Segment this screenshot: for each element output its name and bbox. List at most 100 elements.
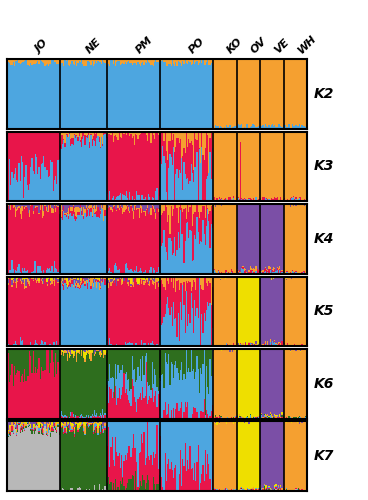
Bar	[100, 423, 101, 426]
Bar	[37, 266, 39, 274]
Bar	[105, 279, 106, 285]
Bar	[145, 488, 146, 491]
Bar	[279, 276, 280, 278]
Bar	[128, 422, 129, 446]
Bar	[197, 59, 198, 60]
Bar	[224, 200, 225, 201]
Bar	[245, 345, 246, 346]
Bar	[268, 266, 269, 270]
Bar	[89, 422, 90, 424]
Bar	[66, 432, 67, 433]
Bar	[159, 474, 160, 491]
Bar	[84, 278, 86, 281]
Bar	[195, 408, 197, 418]
Bar	[66, 213, 67, 216]
Bar	[39, 434, 40, 491]
Bar	[286, 271, 287, 272]
Bar	[294, 59, 296, 126]
Bar	[268, 422, 269, 486]
Bar	[112, 276, 113, 279]
Bar	[89, 206, 90, 209]
Bar	[30, 167, 31, 201]
Bar	[226, 424, 227, 488]
Bar	[59, 59, 60, 62]
Bar	[294, 344, 296, 345]
Bar	[69, 59, 70, 66]
Bar	[62, 134, 63, 144]
Bar	[43, 433, 45, 434]
Bar	[274, 198, 275, 200]
Bar	[292, 271, 293, 274]
Bar	[159, 64, 160, 128]
Bar	[117, 456, 118, 488]
Bar	[80, 415, 81, 418]
Bar	[154, 368, 155, 396]
Bar	[170, 282, 172, 307]
Bar	[158, 132, 159, 136]
Bar	[252, 124, 253, 128]
Bar	[60, 276, 61, 278]
Bar	[82, 425, 83, 490]
Bar	[193, 276, 194, 280]
Bar	[52, 162, 53, 201]
Bar	[42, 349, 43, 372]
Bar	[68, 428, 69, 491]
Bar	[68, 65, 69, 128]
Bar	[114, 264, 115, 274]
Bar	[294, 132, 296, 199]
Bar	[46, 430, 47, 432]
Bar	[282, 422, 283, 488]
Bar	[289, 422, 290, 491]
Bar	[130, 276, 132, 283]
Bar	[139, 349, 140, 376]
Bar	[25, 132, 26, 166]
Bar	[60, 144, 61, 148]
Bar	[220, 276, 221, 279]
Bar	[87, 426, 88, 491]
Bar	[155, 454, 156, 491]
Bar	[299, 416, 300, 418]
Bar	[282, 417, 283, 418]
Bar	[158, 422, 159, 469]
Bar	[25, 59, 26, 60]
Bar	[194, 408, 195, 418]
Bar	[132, 278, 133, 285]
Bar	[256, 268, 258, 270]
Bar	[147, 206, 148, 208]
Bar	[174, 237, 175, 274]
Bar	[106, 280, 107, 346]
Bar	[10, 210, 11, 270]
Bar	[175, 59, 176, 62]
Bar	[24, 59, 25, 61]
Bar	[155, 349, 156, 375]
Bar	[75, 288, 76, 346]
Bar	[126, 488, 127, 491]
Bar	[286, 204, 287, 205]
Bar	[53, 362, 54, 418]
Bar	[98, 422, 99, 428]
Bar	[200, 368, 201, 410]
Bar	[64, 432, 66, 491]
Bar	[40, 266, 41, 274]
Bar	[47, 282, 48, 284]
Bar	[245, 270, 246, 274]
Bar	[94, 279, 95, 346]
Bar	[191, 469, 192, 491]
Bar	[138, 138, 139, 195]
Bar	[158, 391, 159, 394]
Bar	[13, 280, 14, 283]
Bar	[10, 59, 11, 64]
Bar	[89, 148, 90, 201]
Bar	[144, 284, 145, 343]
Bar	[195, 132, 197, 140]
Bar	[152, 422, 153, 465]
Bar	[184, 204, 185, 208]
Bar	[70, 214, 71, 274]
Bar	[135, 132, 136, 134]
Bar	[68, 350, 69, 352]
Bar	[47, 284, 48, 286]
Bar	[166, 207, 167, 252]
Bar	[23, 206, 24, 271]
Bar	[226, 344, 227, 346]
Bar	[139, 208, 140, 218]
